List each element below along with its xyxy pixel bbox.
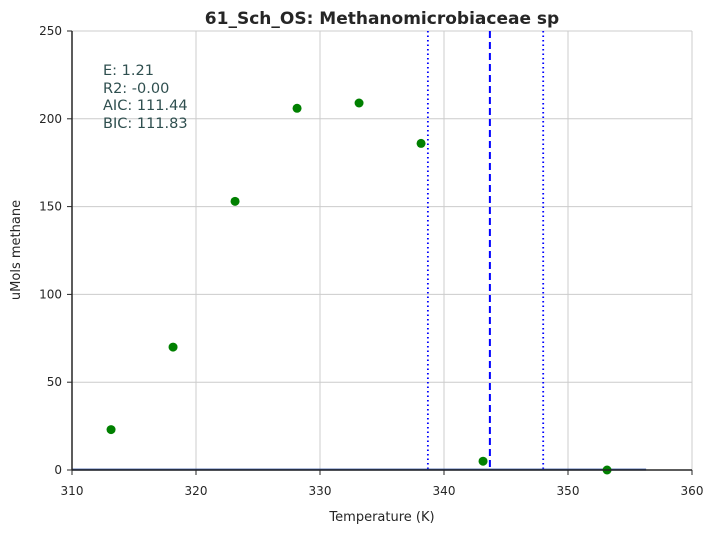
x-tick-labels: 310 320 330 340 350 360 [61,484,704,498]
data-point-0 [106,425,116,435]
y-tick-label-3: 150 [39,200,62,214]
y-tick-labels: 0 50 100 150 200 250 [39,24,62,477]
y-tick-label-2: 100 [39,287,62,301]
data-point-2 [230,196,240,206]
data-point-3 [292,103,302,113]
y-tick-label-4: 200 [39,112,62,126]
stat-bic: BIC: 111.83 [103,116,188,132]
chart-title: 61_Sch_OS: Methanomicrobiaceae sp [205,9,559,29]
x-tick-label-3: 340 [433,484,456,498]
stat-r2: R2: -0.00 [103,81,169,97]
fit-statistics: E: 1.21 R2: -0.00 AIC: 111.44 BIC: 111.8… [103,63,188,132]
axes [67,30,693,475]
data-points [106,98,612,475]
x-tick-label-0: 310 [61,484,84,498]
y-tick-label-5: 250 [39,24,62,38]
stat-aic: AIC: 111.44 [103,98,188,114]
y-axis-label: uMols methane [9,200,24,300]
x-tick-label-5: 360 [681,484,704,498]
vertical-lines [426,31,545,470]
y-tick-label-0: 0 [54,463,62,477]
data-point-1 [168,342,178,352]
x-tick-label-2: 330 [309,484,332,498]
x-tick-label-4: 350 [557,484,580,498]
data-point-4 [354,98,364,108]
data-point-6 [478,456,488,466]
y-tick-label-1: 50 [47,375,62,389]
x-tick-label-1: 320 [185,484,208,498]
data-point-5 [416,138,426,148]
stat-e: E: 1.21 [103,63,154,79]
x-axis-label: Temperature (K) [328,510,434,525]
